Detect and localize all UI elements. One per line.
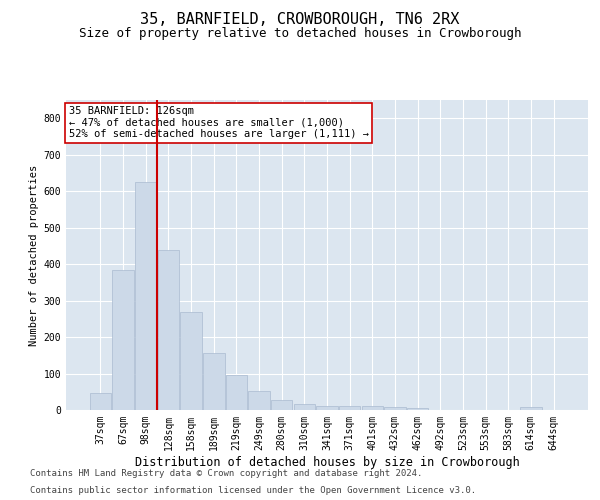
Bar (520, 407, 542, 410)
Text: Contains public sector information licensed under the Open Government Licence v3: Contains public sector information licen… (30, 486, 476, 495)
Bar (316, 406, 338, 410)
Bar (181, 312, 202, 410)
Bar (203, 354, 224, 410)
Bar (226, 374, 247, 410)
X-axis label: Distribution of detached houses by size in Crowborough: Distribution of detached houses by size … (134, 456, 520, 468)
Bar (271, 400, 292, 410)
Bar (90, 393, 111, 410)
Text: 35 BARNFIELD: 126sqm
← 47% of detached houses are smaller (1,000)
52% of semi-de: 35 BARNFIELD: 126sqm ← 47% of detached h… (68, 106, 368, 140)
Bar (362, 406, 383, 410)
Bar (407, 408, 428, 410)
Bar (135, 182, 157, 410)
Bar (158, 250, 179, 410)
Bar (248, 391, 270, 410)
Text: Contains HM Land Registry data © Crown copyright and database right 2024.: Contains HM Land Registry data © Crown c… (30, 468, 422, 477)
Text: Size of property relative to detached houses in Crowborough: Size of property relative to detached ho… (79, 28, 521, 40)
Y-axis label: Number of detached properties: Number of detached properties (29, 164, 40, 346)
Bar (112, 270, 134, 410)
Bar (293, 404, 315, 410)
Bar (384, 407, 406, 410)
Bar (339, 406, 361, 410)
Text: 35, BARNFIELD, CROWBOROUGH, TN6 2RX: 35, BARNFIELD, CROWBOROUGH, TN6 2RX (140, 12, 460, 28)
